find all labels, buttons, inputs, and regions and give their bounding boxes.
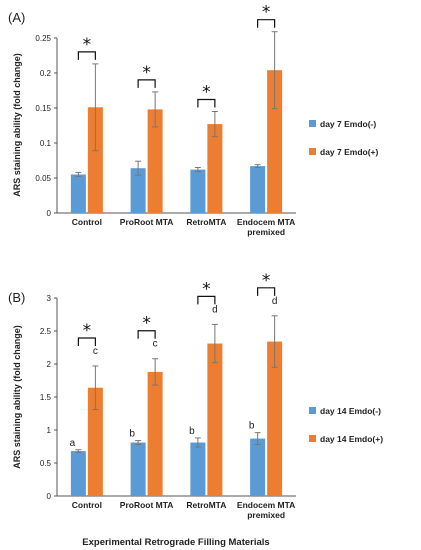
significance-letter: c	[93, 346, 98, 357]
significance-bracket	[137, 330, 156, 339]
chart-panel-a: (A) 0 0.05 0.1 0.15 0.2 0.25 ARS staining abili…	[8, 3, 379, 237]
y-tick-label: 0.05	[35, 174, 51, 183]
y-tick-label: 2	[47, 360, 52, 369]
significance-star: *	[142, 63, 151, 83]
x-tick-label: Endocem MTA	[237, 217, 295, 227]
bar	[130, 442, 146, 496]
significance-bracket	[137, 79, 156, 88]
bar	[70, 174, 86, 213]
significance-letter: b	[129, 429, 135, 440]
significance-star: *	[83, 35, 92, 55]
legend-label: day 14 Emdo(+)	[320, 434, 383, 444]
y-tick-label: 0	[47, 492, 52, 501]
x-tick-label: RetroMTA	[186, 500, 226, 510]
bar	[250, 166, 266, 213]
y-tick-label: 2.5	[40, 327, 52, 336]
significance-bracket	[77, 337, 96, 346]
bar	[147, 109, 163, 213]
significance-letter: c	[153, 339, 158, 350]
y-tick-label: 0.5	[40, 459, 52, 468]
panel-label: (B)	[8, 290, 25, 305]
y-tick-label: 3	[47, 294, 52, 303]
y-tick-label: 0.2	[40, 69, 52, 78]
x-tick-label: Control	[72, 500, 102, 510]
bar	[190, 442, 206, 496]
legend-swatch	[309, 120, 316, 127]
significance-letter: a	[70, 438, 76, 449]
y-tick-label: 0.1	[40, 139, 52, 148]
significance-star: *	[202, 83, 211, 103]
significance-star: *	[142, 314, 151, 334]
bar	[87, 387, 103, 496]
bar	[87, 107, 103, 213]
chart-panel-b: (B) 0 0.5 1 1.5 2 2.5 3 ARS staining ability (fo…	[8, 271, 383, 548]
significance-letter: b	[189, 426, 195, 437]
bar	[267, 70, 283, 213]
x-tick-label: Endocem MTA	[237, 500, 295, 510]
significance-star: *	[83, 321, 92, 341]
significance-bracket	[257, 287, 276, 296]
bar	[207, 343, 223, 496]
bar	[250, 438, 266, 496]
significance-letter: d	[272, 296, 278, 307]
legend-swatch	[309, 407, 316, 414]
y-tick-label: 1.5	[40, 393, 52, 402]
significance-bracket	[197, 98, 216, 108]
legend-label: day 7 Emdo(+)	[320, 147, 379, 157]
significance-star: *	[202, 279, 211, 299]
x-tick-label: premixed	[247, 227, 285, 237]
significance-letter: b	[249, 421, 255, 432]
x-tick-label: RetroMTA	[186, 217, 226, 227]
y-tick-label: 0.15	[35, 104, 51, 113]
panel-label: (A)	[8, 10, 25, 25]
bar	[207, 124, 223, 213]
legend-label: day 14 Emdo(-)	[320, 406, 381, 416]
legend-swatch	[309, 148, 316, 155]
bar	[130, 168, 146, 213]
x-tick-label: ProRoot MTA	[120, 500, 174, 510]
legend-label: day 7 Emdo(-)	[320, 119, 376, 129]
legend-swatch	[309, 435, 316, 442]
y-tick-label: 0.25	[35, 34, 51, 43]
y-tick-label: 0	[47, 209, 52, 218]
significance-letter: d	[212, 304, 218, 315]
significance-star: *	[262, 3, 271, 23]
bar	[147, 371, 163, 496]
x-tick-label: ProRoot MTA	[120, 217, 174, 227]
x-tick-label: Control	[72, 217, 102, 227]
significance-bracket	[77, 51, 96, 60]
significance-star: *	[262, 271, 271, 291]
bar	[70, 451, 86, 496]
bar	[267, 341, 283, 496]
bar	[190, 169, 206, 213]
significance-bracket	[197, 295, 216, 305]
x-tick-label: premixed	[247, 510, 285, 520]
y-tick-label: 1	[47, 426, 52, 435]
x-axis-label: Experimental Retrograde Filling Material…	[82, 537, 269, 548]
significance-bracket	[257, 19, 276, 28]
y-axis-label: ARS staining ability (fold change)	[12, 325, 22, 469]
y-axis-label: ARS staining ability (fold change)	[12, 53, 22, 197]
